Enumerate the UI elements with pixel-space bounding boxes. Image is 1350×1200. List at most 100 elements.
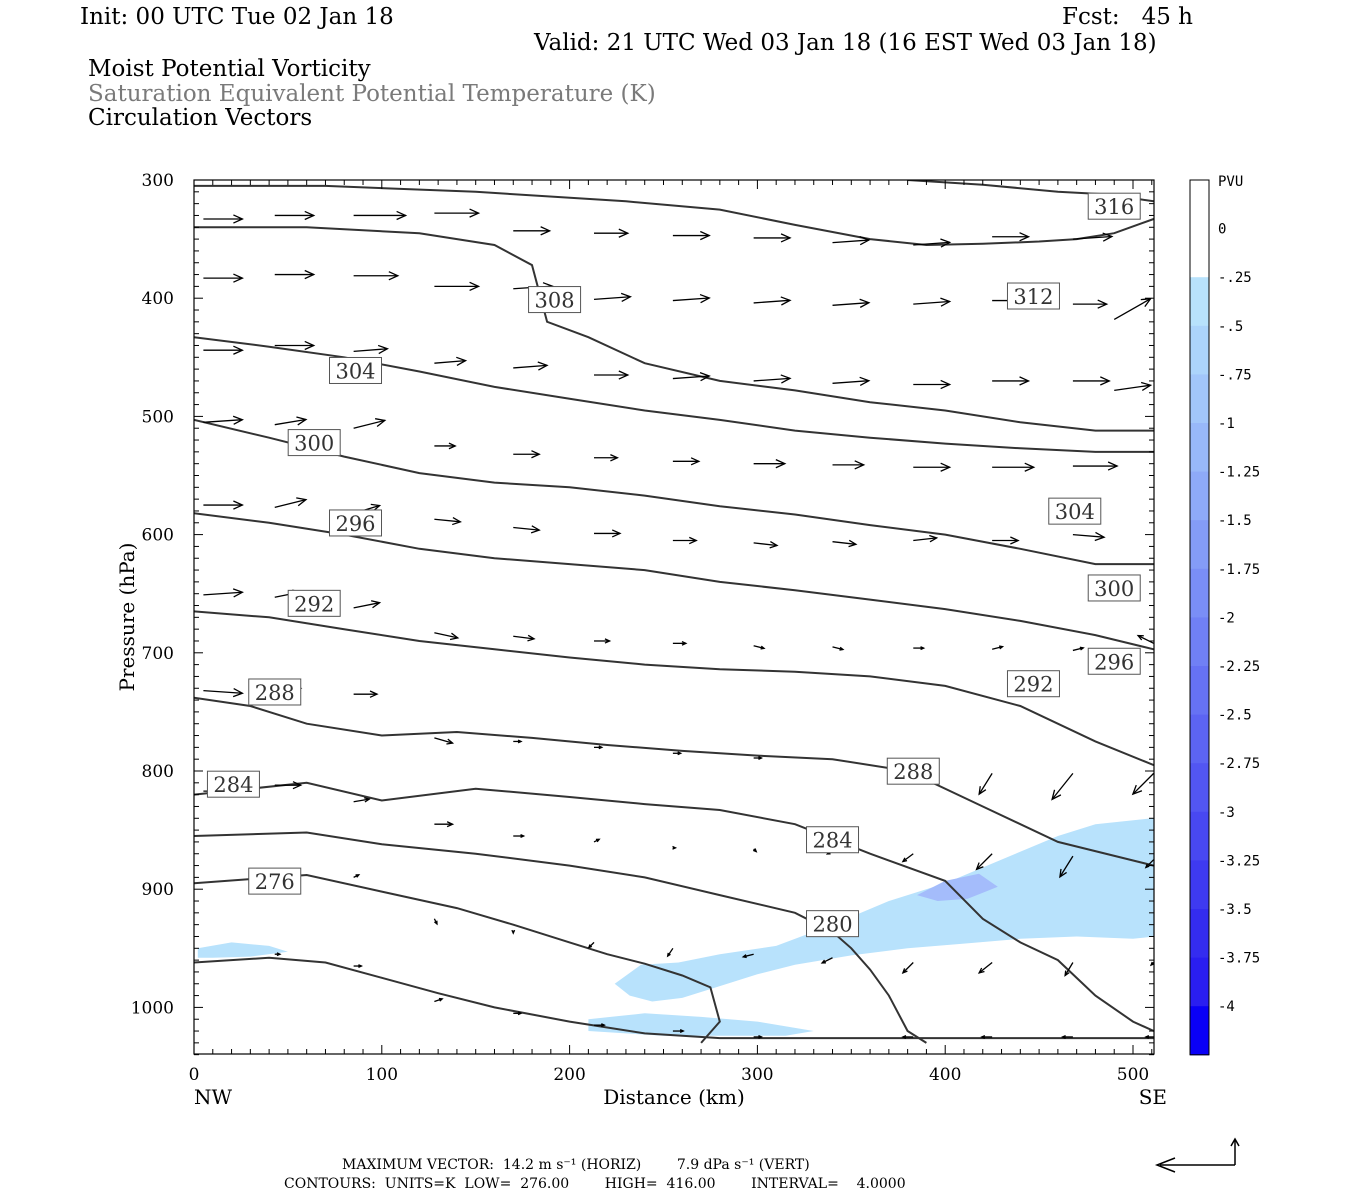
vector-shaft [1114, 384, 1151, 392]
circulation-vector [913, 534, 939, 543]
vector-shaft [902, 853, 914, 863]
circulation-vector [513, 739, 523, 744]
contour-label-text: 284 [812, 829, 852, 853]
vector-shaft [1051, 772, 1074, 800]
vector-head [304, 340, 316, 351]
vector-shaft [1132, 772, 1154, 795]
vector-head [601, 1023, 606, 1028]
vector-head [1094, 531, 1106, 542]
vector-head [232, 415, 244, 425]
max-vector-note: MAXIMUM VECTOR: 14.2 m s⁻¹ (HORIZ) 7.9 d… [342, 1157, 810, 1173]
vector-head [370, 503, 382, 512]
vector-shaft [913, 241, 950, 246]
contour-label-box [329, 356, 383, 384]
contour-label-text: 304 [1055, 500, 1095, 524]
init-time: Init: 00 UTC Tue 02 Jan 18 [80, 4, 394, 30]
circulation-vector [1060, 1034, 1073, 1039]
contour-label-text: 312 [1013, 285, 1053, 309]
contour-label-text: 316 [1094, 195, 1134, 219]
circulation-vector [672, 457, 701, 466]
colorbar-swatch [1190, 860, 1209, 910]
circulation-vector [672, 845, 678, 850]
contour-label: 296 [1087, 647, 1141, 675]
colorbar-level-label: 0 [1218, 222, 1226, 238]
contour-label-box [528, 286, 582, 314]
theta-es-contour-284 [194, 831, 927, 1044]
field-title-mpv: Moist Potential Vorticity [88, 56, 371, 82]
colorbar-swatch [1190, 471, 1209, 521]
vector-head [232, 688, 244, 698]
circulation-vector [203, 214, 244, 224]
circulation-vector [901, 962, 914, 975]
y-tick-label: 500 [142, 407, 174, 427]
circulation-vector [1149, 961, 1154, 967]
contour-label: 284 [206, 770, 260, 798]
vector-head [854, 460, 866, 470]
vector-head [604, 638, 612, 644]
vector-head [1019, 376, 1031, 386]
field-title-theta-es: Saturation Equivalent Potential Temperat… [88, 81, 656, 107]
circulation-vector [353, 418, 387, 429]
theta-es-contour-312 [194, 226, 1154, 432]
colorbar-level-label: -3 [1218, 805, 1235, 821]
circulation-vector [1072, 461, 1119, 471]
x-tick-label: 0 [189, 1065, 200, 1085]
colorbar-level-label: -3.25 [1218, 853, 1260, 869]
circulation-vector [593, 838, 601, 843]
circulation-vector [1144, 859, 1154, 869]
vector-shaft [1072, 647, 1084, 652]
vector-head [434, 920, 438, 926]
vector-shaft [821, 957, 833, 964]
vector-head [1010, 536, 1020, 545]
x-tick-label: 100 [366, 1065, 398, 1085]
vector-shaft [753, 645, 765, 649]
vector-head [752, 848, 758, 853]
circulation-vector [672, 293, 711, 304]
colorbar-swatch [1190, 909, 1209, 959]
vector-head [620, 292, 632, 303]
circulation-vector [832, 236, 871, 246]
contour-label-box [248, 867, 302, 895]
vector-head [358, 964, 364, 968]
contour-label-text: 308 [535, 289, 575, 313]
circulation-vector [913, 297, 952, 307]
contour-label: 300 [287, 429, 341, 457]
circulation-vector [434, 281, 481, 292]
vector-head [780, 296, 792, 306]
circulation-vector [513, 634, 536, 642]
colorbar-swatch [1190, 811, 1209, 861]
vector-head [998, 645, 1005, 650]
vector-head [1051, 789, 1062, 801]
vector-shaft [832, 239, 869, 244]
x-end-label-right: SE [1139, 1085, 1167, 1109]
circulation-vector [753, 756, 764, 760]
circulation-vector [1072, 232, 1114, 242]
vector-head [375, 418, 387, 428]
vector-shaft [913, 537, 937, 542]
circulation-vector [832, 646, 845, 651]
circulation-vector [753, 645, 766, 650]
circulation-vector [594, 370, 630, 380]
circulation-vector [1131, 772, 1154, 796]
vector-head [446, 821, 455, 828]
circulation-vector [1072, 299, 1109, 309]
pv-shading-region [588, 1013, 814, 1036]
circulation-vector [913, 379, 952, 390]
vector-shaft [353, 419, 385, 429]
circulation-vector [1153, 250, 1154, 252]
vector-shaft [672, 297, 710, 302]
y-tick-label: 700 [142, 644, 174, 664]
contour-label-box [329, 509, 383, 537]
circulation-vector [353, 797, 371, 803]
vector-head [1060, 1034, 1066, 1039]
y-tick-label: 600 [142, 526, 174, 546]
vector-head [233, 214, 244, 224]
circulation-vector [672, 751, 683, 756]
circulation-vector [203, 588, 244, 598]
vector-head [517, 739, 523, 744]
colorbar-swatch [1190, 714, 1209, 764]
contour-label-text: 276 [255, 870, 295, 894]
circulation-vector [977, 961, 993, 974]
x-tick-label: 500 [1117, 1065, 1149, 1085]
